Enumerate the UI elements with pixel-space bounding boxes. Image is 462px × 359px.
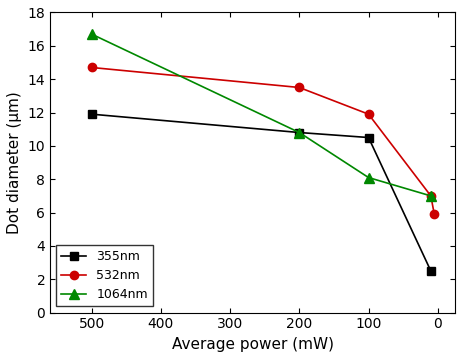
532nm xyxy=(428,194,434,198)
1064nm xyxy=(366,176,371,180)
355nm xyxy=(366,135,371,140)
X-axis label: Average power (mW): Average power (mW) xyxy=(171,337,334,352)
355nm xyxy=(428,269,434,273)
355nm xyxy=(297,130,302,135)
1064nm xyxy=(297,130,302,135)
Y-axis label: Dot diameter (μm): Dot diameter (μm) xyxy=(7,91,22,234)
1064nm xyxy=(428,194,434,198)
532nm xyxy=(89,65,94,70)
1064nm xyxy=(89,32,94,36)
Line: 532nm: 532nm xyxy=(87,63,438,218)
Legend: 355nm, 532nm, 1064nm: 355nm, 532nm, 1064nm xyxy=(56,245,153,306)
Line: 355nm: 355nm xyxy=(87,110,435,275)
532nm xyxy=(297,85,302,90)
532nm xyxy=(432,212,437,216)
355nm xyxy=(89,112,94,116)
Line: 1064nm: 1064nm xyxy=(87,29,436,201)
532nm xyxy=(366,112,371,116)
